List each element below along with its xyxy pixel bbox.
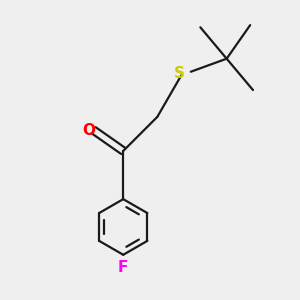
Text: O: O [82,123,95,138]
Text: S: S [174,66,185,81]
Text: F: F [118,260,128,275]
